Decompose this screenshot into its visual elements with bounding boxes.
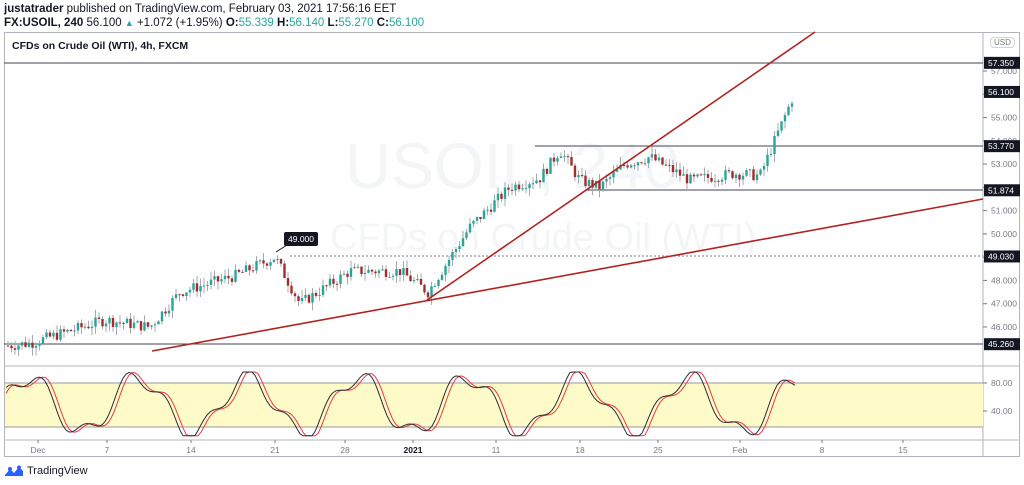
chart-title: CFDs on Crude Oil (WTI), 4h, FXCM — [12, 40, 189, 52]
svg-text:Dec: Dec — [30, 445, 46, 455]
close-label: C: — [376, 17, 389, 29]
stoch-k-line — [5, 371, 796, 437]
tradingview-logo[interactable]: TradingView — [4, 465, 88, 477]
low-label: L: — [327, 17, 339, 29]
high-label: H: — [277, 17, 290, 29]
svg-text:50.000: 50.000 — [991, 229, 1017, 239]
stoch-band — [5, 383, 983, 427]
svg-text:25: 25 — [653, 445, 663, 455]
svg-text:8: 8 — [820, 445, 825, 455]
svg-text:46.000: 46.000 — [991, 322, 1017, 332]
close-value: 56.100 — [388, 17, 425, 29]
svg-text:15: 15 — [898, 445, 908, 455]
svg-text:11: 11 — [492, 445, 501, 455]
open-value: 55.339 — [238, 17, 274, 29]
chart-frame — [4, 32, 1020, 457]
svg-text:51.000: 51.000 — [991, 206, 1017, 216]
open-label: O: — [225, 17, 239, 29]
svg-text:48.000: 48.000 — [991, 275, 1017, 285]
price-callout-49[interactable]: 49.000 — [275, 232, 318, 253]
high-value: 56.140 — [289, 17, 325, 29]
svg-text:21: 21 — [270, 445, 280, 455]
svg-text:14: 14 — [186, 445, 196, 455]
svg-text:51.874: 51.874 — [988, 185, 1014, 195]
svg-text:55.000: 55.000 — [991, 113, 1017, 123]
svg-text:45.260: 45.260 — [988, 339, 1014, 349]
watermark-description: CFDs on Crude Oil (WTI) — [330, 217, 756, 259]
candlestick-series — [6, 100, 794, 357]
last-price: 56.100 — [86, 17, 122, 29]
horizontal-levels[interactable] — [4, 62, 983, 345]
low-value: 55.270 — [338, 17, 374, 29]
svg-text:28: 28 — [340, 445, 350, 455]
tradingview-cloud-icon — [5, 465, 23, 476]
publish-info: justatrader published on TradingView.com… — [4, 3, 396, 15]
svg-text:Feb: Feb — [733, 445, 748, 455]
svg-text:7: 7 — [105, 445, 110, 455]
up-arrow-icon: ▲ — [124, 18, 134, 28]
price-change: +1.072 (+1.95%) — [136, 17, 223, 29]
svg-text:56.100: 56.100 — [988, 87, 1014, 97]
svg-text:53.000: 53.000 — [991, 159, 1017, 169]
publish-text: published on TradingView.com, February 0… — [63, 3, 397, 15]
price-axis[interactable]: 46.00047.00048.00049.00050.00051.00052.0… — [983, 66, 1017, 332]
currency-badge[interactable]: USD — [990, 37, 1015, 48]
svg-text:40.00: 40.00 — [991, 406, 1013, 416]
svg-text:49.030: 49.030 — [988, 251, 1014, 261]
price-tags: 57.350 56.100 53.770 51.874 49.030 45.260 — [984, 56, 1020, 351]
svg-text:53.770: 53.770 — [988, 141, 1014, 151]
time-axis[interactable]: Dec 7 14 21 28 2021 11 18 25 Feb 8 15 — [30, 440, 908, 455]
stoch-axis: 80.00 40.00 — [983, 378, 1013, 416]
trendlines[interactable] — [151, 31, 984, 352]
svg-text:47.000: 47.000 — [991, 299, 1017, 309]
symbol-label: FX:USOIL, 240 — [4, 17, 84, 29]
svg-text:57.350: 57.350 — [988, 58, 1014, 68]
svg-text:2021: 2021 — [404, 445, 423, 455]
svg-text:80.00: 80.00 — [991, 378, 1013, 388]
ohlc-legend: FX:USOIL, 240 56.100 ▲ +1.072 (+1.95%) O… — [4, 17, 424, 29]
svg-text:18: 18 — [575, 445, 585, 455]
svg-text:57.000: 57.000 — [991, 66, 1017, 76]
svg-text:49.000: 49.000 — [288, 234, 314, 244]
tradingview-brand: TradingView — [27, 465, 88, 477]
author-name[interactable]: justatrader — [4, 3, 64, 15]
